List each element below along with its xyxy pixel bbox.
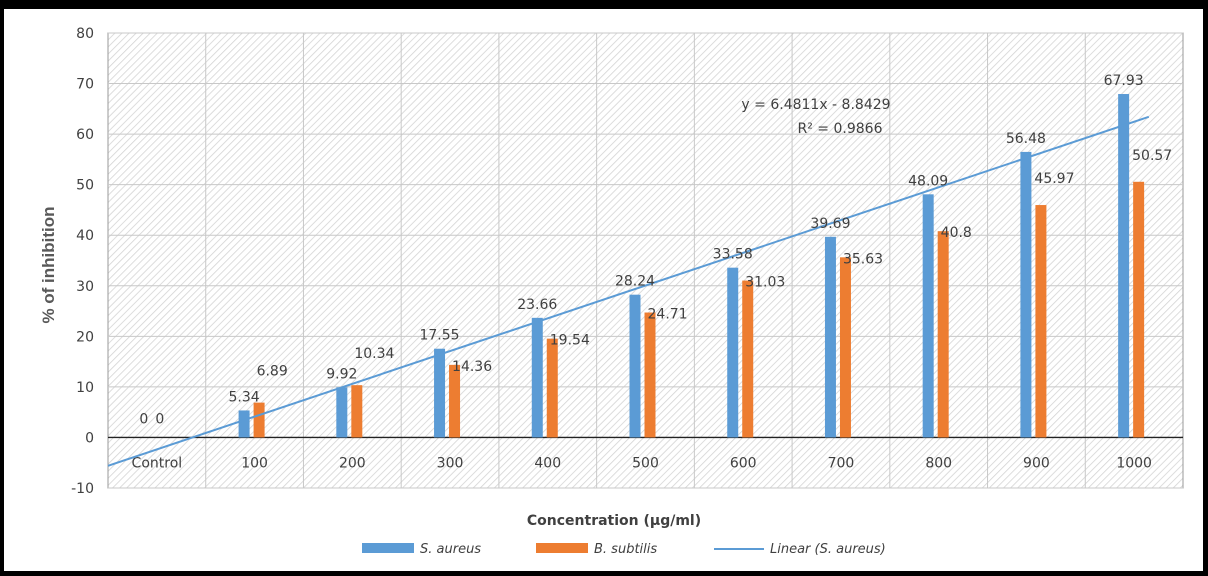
x-tick-label: 700 [828, 455, 855, 471]
data-label-b-subtilis: 50.57 [1132, 148, 1172, 164]
y-tick-label: -10 [71, 481, 94, 497]
bar-b-subtilis [1133, 181, 1145, 438]
x-tick-label: 500 [632, 455, 659, 471]
legend-label-trendline: Linear (S. aureus) [770, 542, 886, 557]
trendline-r-squared: R² = 0.9866 [798, 121, 883, 137]
data-label-s-aureus: 5.34 [229, 389, 260, 405]
bar-b-subtilis [742, 280, 754, 438]
bar-b-subtilis [449, 364, 461, 438]
x-tick-label: 600 [730, 455, 757, 471]
bar-s-aureus [1118, 94, 1130, 438]
bar-s-aureus [629, 294, 641, 438]
data-labels: 0 5.34 9.92 17.55 23.66 28.24 33.58 39.69 48.09 5… [139, 73, 1172, 427]
data-label-s-aureus: 28.24 [615, 274, 655, 290]
data-label-b-subtilis: 19.54 [550, 333, 590, 349]
bar-s-aureus [531, 317, 543, 438]
y-tick-label: 30 [76, 279, 94, 295]
x-tick-label: 100 [241, 455, 268, 471]
data-label-s-aureus: 33.58 [713, 247, 753, 263]
x-tick-label: 400 [534, 455, 561, 471]
data-label-s-aureus: 17.55 [419, 328, 459, 344]
bar-s-aureus [434, 348, 446, 438]
y-tick-label: 50 [76, 178, 94, 194]
bar-b-subtilis [1035, 205, 1047, 438]
bar-s-aureus [238, 410, 250, 438]
data-label-s-aureus: 67.93 [1104, 73, 1144, 89]
bar-b-subtilis [839, 257, 851, 438]
x-tick-label: 800 [925, 455, 952, 471]
bar-chart: -10 0 10 20 30 40 50 60 70 80 Control 100 200 300 400 5… [39, 26, 1184, 557]
x-tick-label: Control [132, 455, 183, 471]
data-label-s-aureus: 56.48 [1006, 131, 1046, 147]
bar-s-aureus [1020, 151, 1032, 438]
legend-swatch-b-subtilis [536, 543, 588, 553]
trendline-equation: y = 6.4811x - 8.8429 [741, 97, 890, 113]
y-axis-label: % of inhibition [39, 206, 58, 323]
bar-b-subtilis [937, 231, 949, 438]
trendline-group [107, 115, 1150, 467]
x-axis-label: Concentration (µg/ml) [527, 513, 701, 529]
legend-label-s-aureus: S. aureus [420, 542, 481, 557]
y-tick-label: 70 [76, 77, 94, 93]
data-label-b-subtilis: 45.97 [1034, 171, 1074, 187]
data-label-b-subtilis: 31.03 [745, 275, 785, 291]
y-tick-label: 40 [76, 228, 94, 244]
data-label-b-subtilis: 35.63 [843, 251, 883, 267]
data-label-s-aureus: 0 [139, 411, 148, 427]
bar-s-aureus [824, 236, 836, 438]
data-label-b-subtilis: 6.89 [257, 364, 288, 380]
x-tick-label: 900 [1023, 455, 1050, 471]
bar-s-aureus [922, 194, 934, 438]
bar-b-subtilis [546, 338, 558, 438]
legend-label-b-subtilis: B. subtilis [594, 542, 657, 557]
bar-s-aureus [727, 267, 739, 438]
grid-lines [108, 32, 1183, 489]
y-tick-label: 20 [76, 329, 94, 345]
x-tick-label: 300 [437, 455, 464, 471]
bar-b-subtilis [351, 385, 363, 438]
data-label-s-aureus: 23.66 [517, 297, 557, 313]
legend-swatch-s-aureus [362, 543, 414, 553]
legend: S. aureus B. subtilis Linear (S. aureus) [362, 542, 886, 557]
y-tick-label: 10 [76, 380, 94, 396]
bar-b-subtilis [253, 402, 265, 438]
y-tick-label: 80 [76, 26, 94, 42]
data-label-s-aureus: 39.69 [810, 216, 850, 232]
data-label-b-subtilis: 0 [155, 411, 164, 427]
data-label-s-aureus: 9.92 [326, 366, 357, 382]
x-tick-label: 200 [339, 455, 366, 471]
bar-b-subtilis [644, 312, 656, 438]
data-label-b-subtilis: 14.36 [452, 359, 492, 375]
trendline [107, 115, 1150, 467]
data-label-s-aureus: 48.09 [908, 173, 948, 189]
data-label-b-subtilis: 10.34 [354, 346, 394, 362]
y-tick-label: 0 [85, 430, 94, 446]
data-label-b-subtilis: 40.8 [941, 225, 972, 241]
x-tick-label: 1000 [1116, 455, 1152, 471]
data-label-b-subtilis: 24.71 [648, 307, 688, 323]
y-tick-label: 60 [76, 127, 94, 143]
bar-s-aureus [336, 387, 348, 438]
bars [238, 94, 1145, 438]
